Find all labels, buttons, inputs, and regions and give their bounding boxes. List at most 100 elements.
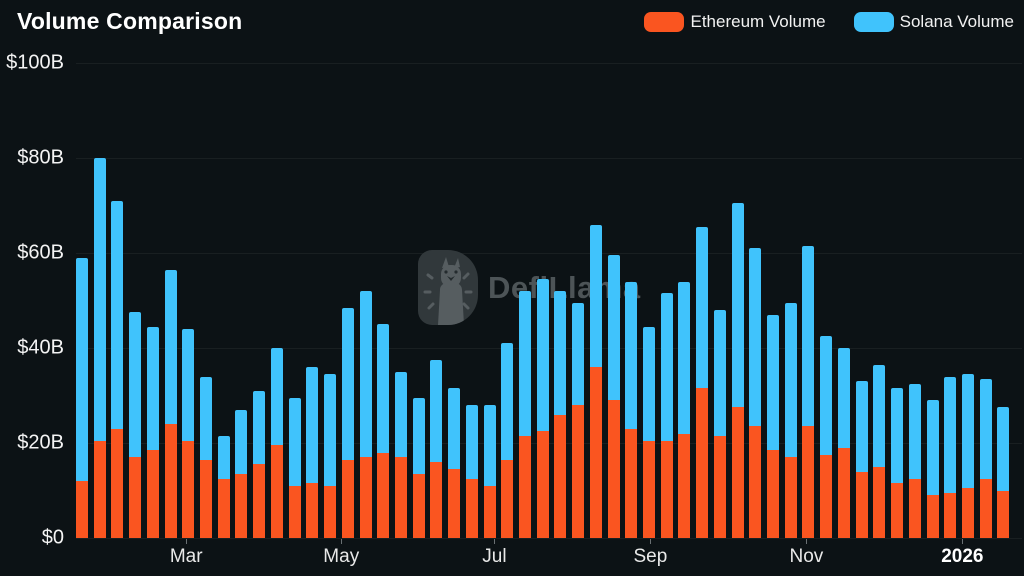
bar-segment-solana[interactable] [926,400,939,496]
bar-week-43[interactable] [820,336,833,538]
bar-week-48[interactable] [908,383,921,538]
bar-segment-ethereum[interactable] [253,464,266,538]
bar-segment-ethereum[interactable] [377,452,390,538]
bar-segment-ethereum[interactable] [518,435,531,538]
bar-week-42[interactable] [802,245,815,538]
bar-week-11[interactable] [253,390,266,538]
bar-segment-solana[interactable] [696,226,709,389]
bar-segment-ethereum[interactable] [997,490,1010,538]
bar-week-47[interactable] [891,388,904,538]
bar-segment-solana[interactable] [997,407,1010,491]
bar-segment-ethereum[interactable] [129,457,142,538]
bar-week-39[interactable] [749,248,762,538]
bar-segment-ethereum[interactable] [731,407,744,538]
bar-segment-ethereum[interactable] [837,447,850,538]
bar-week-53[interactable] [997,407,1010,538]
bar-week-38[interactable] [731,203,744,538]
bar-segment-solana[interactable] [359,291,372,458]
bar-segment-solana[interactable] [501,343,514,460]
bar-segment-solana[interactable] [536,279,549,432]
bar-segment-ethereum[interactable] [465,478,478,538]
bar-segment-ethereum[interactable] [217,478,230,538]
bar-segment-solana[interactable] [802,245,815,427]
bar-week-13[interactable] [288,397,301,538]
bar-week-33[interactable] [643,326,655,538]
bar-segment-solana[interactable] [341,307,354,460]
bar-segment-ethereum[interactable] [625,428,638,538]
bar-segment-ethereum[interactable] [483,485,496,538]
bar-segment-solana[interactable] [182,329,195,441]
bar-segment-solana[interactable] [111,200,124,429]
bar-segment-ethereum[interactable] [200,459,213,538]
bar-week-23[interactable] [465,405,478,538]
bar-segment-solana[interactable] [713,310,726,436]
bar-week-6[interactable] [164,269,177,538]
bar-segment-solana[interactable] [377,324,390,453]
bar-segment-ethereum[interactable] [554,414,567,538]
bar-week-50[interactable] [944,376,957,538]
bar-week-29[interactable] [572,302,585,538]
bar-week-12[interactable] [270,348,283,538]
bar-segment-ethereum[interactable] [979,478,992,538]
bar-week-49[interactable] [926,400,939,538]
bar-segment-ethereum[interactable] [820,454,833,538]
bar-segment-ethereum[interactable] [394,457,407,538]
bar-week-34[interactable] [660,293,673,538]
bar-segment-solana[interactable] [306,367,319,484]
bar-segment-ethereum[interactable] [713,435,726,538]
bar-week-37[interactable] [713,310,726,538]
bar-week-46[interactable] [873,364,886,538]
bar-week-15[interactable] [324,374,337,538]
bar-segment-solana[interactable] [76,257,88,481]
bar-segment-ethereum[interactable] [412,473,425,538]
bar-week-17[interactable] [359,291,372,538]
bar-segment-ethereum[interactable] [146,450,159,538]
bar-week-2[interactable] [93,158,106,538]
bar-week-14[interactable] [306,367,319,538]
bar-week-16[interactable] [341,307,354,538]
bar-segment-ethereum[interactable] [855,471,868,538]
bar-segment-solana[interactable] [908,383,921,479]
bar-segment-ethereum[interactable] [235,473,248,538]
bar-segment-ethereum[interactable] [501,459,514,538]
bar-week-21[interactable] [430,359,443,538]
bar-week-22[interactable] [448,388,461,538]
bar-week-51[interactable] [961,374,974,538]
bar-week-41[interactable] [784,302,797,538]
bar-week-40[interactable] [767,314,780,538]
bar-week-20[interactable] [412,397,425,538]
bar-segment-solana[interactable] [961,374,974,489]
bar-week-35[interactable] [678,281,691,538]
bar-week-44[interactable] [837,348,850,538]
bar-segment-ethereum[interactable] [908,478,921,538]
bar-segment-ethereum[interactable] [767,450,780,538]
bar-week-1[interactable] [76,257,88,538]
bar-segment-solana[interactable] [164,269,177,424]
bar-segment-ethereum[interactable] [696,388,709,538]
bar-segment-ethereum[interactable] [802,426,815,538]
bar-segment-solana[interactable] [430,359,443,462]
bar-segment-ethereum[interactable] [164,424,177,538]
bar-segment-solana[interactable] [412,397,425,474]
bar-week-27[interactable] [536,279,549,538]
bar-segment-solana[interactable] [678,281,691,434]
bar-week-28[interactable] [554,291,567,538]
bar-segment-solana[interactable] [607,255,620,401]
bar-week-24[interactable] [483,405,496,538]
bar-segment-solana[interactable] [625,281,638,429]
bar-segment-solana[interactable] [660,293,673,441]
bar-segment-ethereum[interactable] [288,485,301,538]
bar-week-19[interactable] [394,371,407,538]
bar-segment-solana[interactable] [749,248,762,427]
bar-segment-ethereum[interactable] [572,405,585,538]
bar-week-36[interactable] [696,226,709,538]
bar-week-45[interactable] [855,381,868,538]
bar-segment-solana[interactable] [873,364,886,467]
bar-segment-ethereum[interactable] [270,445,283,538]
bar-segment-solana[interactable] [129,312,142,458]
bar-segment-solana[interactable] [891,388,904,484]
bar-segment-solana[interactable] [324,374,337,486]
bar-week-4[interactable] [129,312,142,538]
bar-segment-ethereum[interactable] [306,483,319,538]
bar-segment-solana[interactable] [944,376,957,493]
